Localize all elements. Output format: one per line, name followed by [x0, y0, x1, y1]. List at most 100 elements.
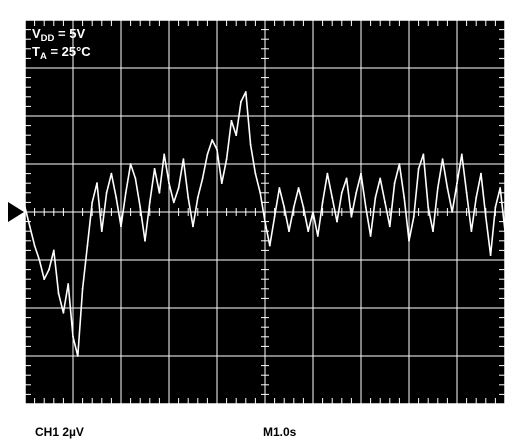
- trace-point: [441, 158, 444, 161]
- trace-point: [57, 292, 60, 295]
- trace-point: [364, 206, 367, 209]
- trace-point: [460, 153, 463, 156]
- trace-point: [465, 191, 468, 194]
- trace-point: [398, 163, 401, 165]
- trace-point: [76, 355, 79, 357]
- trace-point: [86, 244, 89, 247]
- trace-point: [355, 191, 358, 194]
- trace-point: [100, 230, 103, 233]
- trace-point: [427, 206, 430, 209]
- trace-point: [408, 239, 410, 242]
- trace-point: [153, 167, 156, 170]
- trace-point: [273, 215, 276, 218]
- trace-point: [196, 196, 199, 199]
- trace-point: [470, 230, 473, 233]
- trace-point: [369, 235, 372, 237]
- trace-point: [225, 158, 228, 161]
- trace-point: [422, 153, 425, 156]
- trace-point: [384, 201, 386, 204]
- channel-scale-readout: CH1 2µV: [35, 425, 84, 439]
- oscilloscope-chart: VDD = 5V TA = 25°C: [8, 19, 506, 405]
- timebase-readout: M1.0s: [263, 425, 297, 439]
- trace-point: [484, 215, 487, 218]
- trace-point: [129, 163, 132, 165]
- trace-point: [244, 91, 247, 93]
- trace-point: [216, 148, 218, 151]
- triangle-right-marker-icon: [8, 202, 24, 222]
- trace-point: [134, 177, 137, 180]
- trace-point: [278, 187, 281, 189]
- trace-point: [316, 235, 319, 237]
- trace-point: [446, 187, 449, 189]
- condition-ta-label: TA = 25°C: [32, 44, 91, 62]
- trace-point: [345, 177, 348, 180]
- trace-point: [158, 191, 161, 194]
- trace-point: [326, 172, 329, 175]
- trace-point: [350, 215, 353, 218]
- trace-point: [177, 187, 180, 189]
- trace-point: [499, 187, 502, 189]
- trace-point: [48, 268, 50, 271]
- trace-point: [360, 172, 362, 175]
- trace-point: [24, 206, 26, 209]
- trace-point: [62, 311, 65, 314]
- trace-point: [302, 206, 305, 209]
- trace-point: [168, 182, 170, 185]
- trace-point: [331, 196, 334, 199]
- trace-point: [475, 196, 478, 199]
- trace-point: [38, 259, 41, 261]
- condition-vdd-label: VDD = 5V: [32, 26, 85, 44]
- trace-point: [72, 335, 74, 338]
- trace-point: [340, 191, 343, 194]
- trace-point: [52, 249, 55, 252]
- trace-point: [115, 196, 118, 199]
- trace-point: [379, 177, 382, 180]
- trace-point: [91, 201, 94, 204]
- trace-point: [412, 215, 415, 218]
- trace-point: [393, 182, 396, 185]
- trace-point: [312, 211, 314, 213]
- trace-point: [283, 206, 286, 209]
- trace-point: [268, 244, 271, 247]
- trace-point: [105, 191, 108, 194]
- trace-point: [235, 134, 238, 137]
- trace-point: [264, 220, 266, 223]
- trace-point: [81, 287, 84, 290]
- trace-point: [206, 153, 209, 156]
- trace-point: [292, 206, 295, 209]
- trace-point: [148, 201, 151, 204]
- trace-point: [33, 244, 36, 247]
- trace-point: [211, 139, 214, 141]
- trace-point: [336, 220, 338, 223]
- trace-point: [220, 182, 223, 185]
- trace-point: [374, 196, 377, 199]
- trace-point: [307, 230, 310, 233]
- trace-point: [172, 201, 175, 204]
- trace-point: [182, 158, 185, 161]
- trace-point: [436, 187, 439, 189]
- trace-point: [403, 196, 406, 199]
- trace-point: [494, 206, 497, 209]
- trace-point: [43, 278, 46, 281]
- trace-point: [259, 191, 262, 194]
- trace-point: [187, 196, 190, 199]
- trace-point: [192, 225, 194, 228]
- trace-point: [120, 225, 122, 228]
- trace-point: [249, 143, 252, 146]
- trace-point: [456, 182, 458, 185]
- trace-point: [254, 172, 257, 175]
- trace-point: [144, 239, 146, 242]
- trace-point: [230, 119, 233, 122]
- trace-point: [139, 206, 142, 209]
- trace-point: [480, 172, 482, 175]
- trace-point: [489, 254, 492, 257]
- trace-point: [288, 230, 290, 233]
- trace-points: [24, 91, 506, 357]
- trace-point: [388, 225, 391, 228]
- trace-point: [432, 230, 434, 233]
- trace-point: [67, 283, 70, 285]
- trace-point: [417, 167, 420, 170]
- trace-point: [124, 191, 127, 194]
- trace-point: [201, 177, 204, 180]
- trace-point: [163, 153, 166, 156]
